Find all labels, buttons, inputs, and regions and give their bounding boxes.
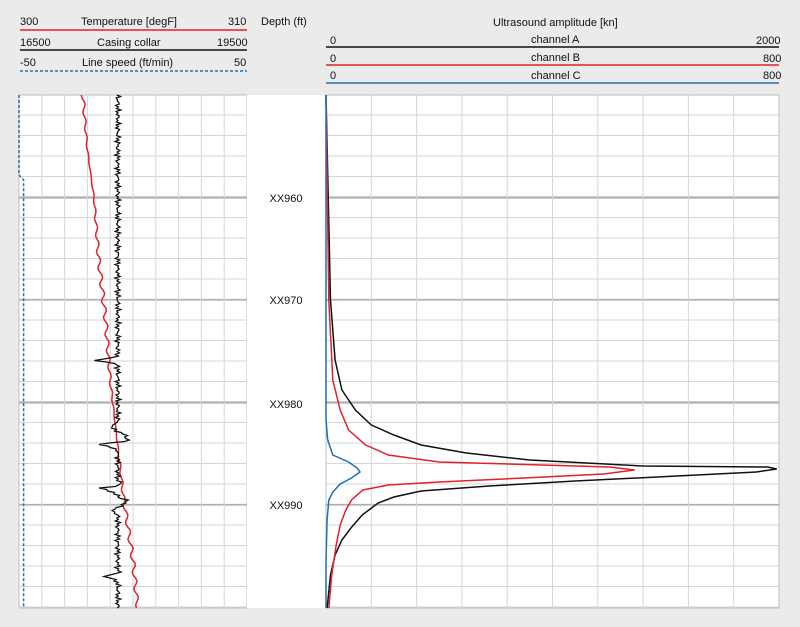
depth-label: XX960	[269, 193, 302, 205]
casing-collar-curve	[94, 94, 132, 609]
ultrasound-channel-A-curve	[325, 94, 777, 609]
chC-curve-name: channel C	[531, 70, 581, 82]
chA-min-label: 0	[330, 35, 337, 47]
depth-labels: XX960 XX970 XX980 XX990	[269, 193, 302, 512]
grid	[19, 95, 779, 608]
chA-max-label: 2000	[756, 35, 781, 47]
ccl-curve-name: Casing collar	[97, 37, 161, 49]
chB-min-label: 0	[330, 53, 337, 65]
chA-curve-name: channel A	[531, 34, 580, 46]
right-track-title: Ultrasound amplitude [kn]	[493, 17, 618, 29]
line-speed-curve	[18, 95, 25, 608]
speed-min-label: -50	[20, 57, 36, 69]
ccl-max-label: 19500	[217, 37, 248, 49]
ultrasound-channel-B-curve	[325, 94, 635, 609]
chB-max-label: 800	[763, 53, 782, 65]
depth-track-title: Depth (ft)	[261, 16, 307, 28]
temp-curve-name: Temperature [degF]	[81, 16, 177, 28]
temp-max-label: 310	[228, 16, 247, 28]
curves	[18, 94, 777, 609]
depth-label: XX990	[269, 500, 302, 512]
temp-min-label: 300	[20, 16, 39, 28]
ccl-min-label: 16500	[20, 37, 51, 49]
chC-min-label: 0	[330, 70, 337, 82]
temperature-curve	[80, 94, 139, 609]
speed-max-label: 50	[234, 57, 247, 69]
chB-curve-name: channel B	[531, 52, 580, 64]
chC-max-label: 800	[763, 70, 782, 82]
speed-curve-name: Line speed (ft/min)	[82, 57, 174, 69]
depth-track-bg	[247, 95, 326, 608]
ultrasound-channel-C-curve	[325, 95, 362, 608]
depth-label: XX980	[269, 399, 302, 411]
depth-label: XX970	[269, 295, 302, 307]
